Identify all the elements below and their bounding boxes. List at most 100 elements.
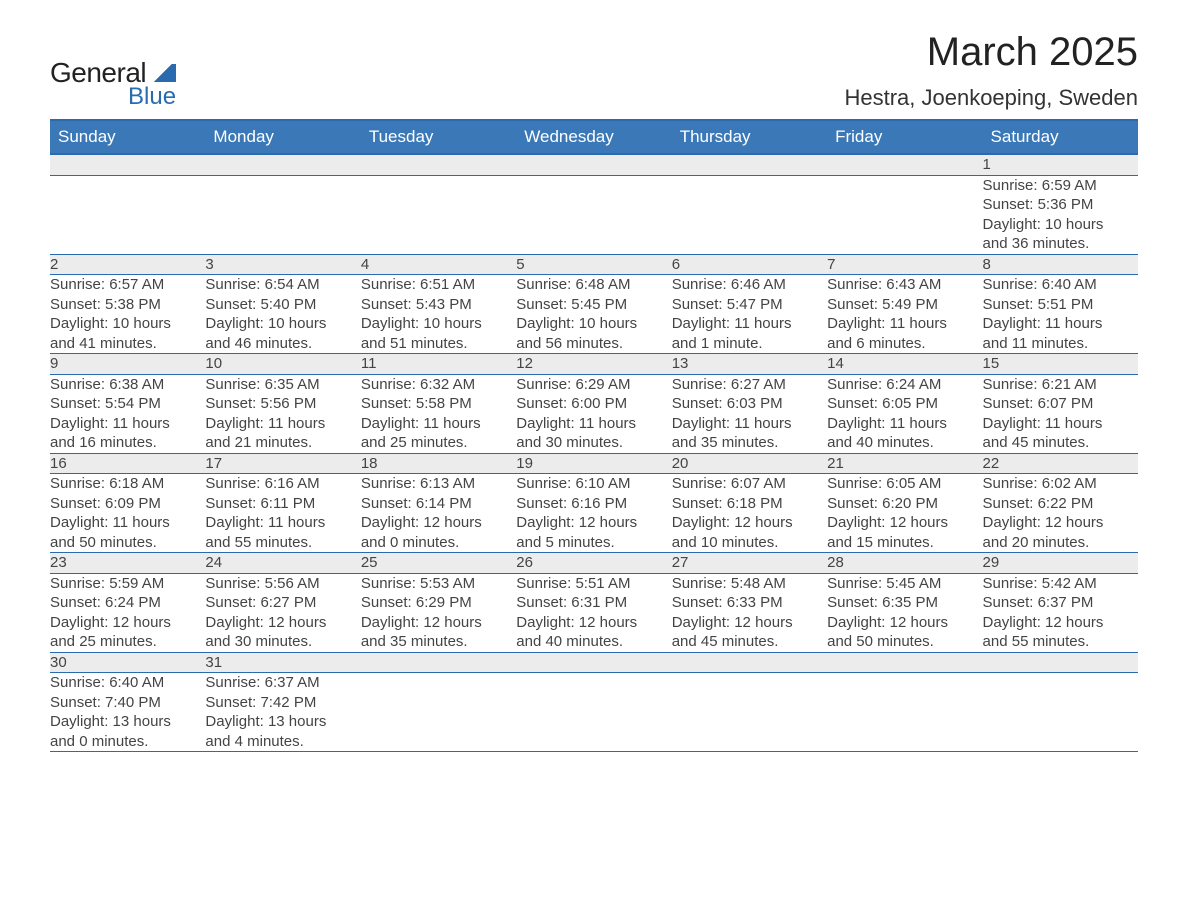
daylight-text-2: and 45 minutes. (983, 433, 1138, 453)
day-number-cell: 30 (50, 652, 205, 673)
sunrise-text: Sunrise: 6:05 AM (827, 474, 982, 494)
sunrise-text: Sunrise: 6:46 AM (672, 275, 827, 295)
sunset-text: Sunset: 6:20 PM (827, 494, 982, 514)
sunset-text: Sunset: 5:54 PM (50, 394, 205, 414)
sunrise-text: Sunrise: 6:24 AM (827, 375, 982, 395)
day-detail-cell: Sunrise: 6:54 AMSunset: 5:40 PMDaylight:… (205, 275, 360, 354)
daylight-text: Daylight: 12 hours (672, 513, 827, 533)
daynum-row: 9101112131415 (50, 354, 1138, 375)
daylight-text-2: and 5 minutes. (516, 533, 671, 553)
daylight-text: Daylight: 11 hours (50, 513, 205, 533)
day-detail-cell: Sunrise: 5:59 AMSunset: 6:24 PMDaylight:… (50, 573, 205, 652)
daylight-text: Daylight: 11 hours (983, 314, 1138, 334)
day-detail-cell (516, 175, 671, 254)
day-detail-cell: Sunrise: 6:46 AMSunset: 5:47 PMDaylight:… (672, 275, 827, 354)
sunset-text: Sunset: 6:37 PM (983, 593, 1138, 613)
day-detail-cell: Sunrise: 6:05 AMSunset: 6:20 PMDaylight:… (827, 474, 982, 553)
day-detail-cell: Sunrise: 5:51 AMSunset: 6:31 PMDaylight:… (516, 573, 671, 652)
day-number-cell (827, 154, 982, 175)
day-number-cell: 24 (205, 553, 360, 574)
day-number-cell: 19 (516, 453, 671, 474)
calendar-table: Sunday Monday Tuesday Wednesday Thursday… (50, 119, 1138, 752)
daylight-text-2: and 50 minutes. (50, 533, 205, 553)
day-number-cell: 17 (205, 453, 360, 474)
sunset-text: Sunset: 5:56 PM (205, 394, 360, 414)
daylight-text: Daylight: 12 hours (361, 613, 516, 633)
daylight-text-2: and 30 minutes. (205, 632, 360, 652)
logo-text-blue: Blue (128, 83, 176, 111)
weekday-header: Wednesday (516, 120, 671, 154)
daylight-text: Daylight: 11 hours (827, 414, 982, 434)
day-detail-cell: Sunrise: 6:48 AMSunset: 5:45 PMDaylight:… (516, 275, 671, 354)
day-number-cell: 15 (983, 354, 1138, 375)
day-detail-cell: Sunrise: 6:59 AMSunset: 5:36 PMDaylight:… (983, 175, 1138, 254)
sunrise-text: Sunrise: 6:59 AM (983, 176, 1138, 196)
day-number-cell: 20 (672, 453, 827, 474)
weekday-header: Thursday (672, 120, 827, 154)
day-number-cell (983, 652, 1138, 673)
sunrise-text: Sunrise: 6:02 AM (983, 474, 1138, 494)
daylight-text: Daylight: 12 hours (983, 513, 1138, 533)
detail-row: Sunrise: 6:59 AMSunset: 5:36 PMDaylight:… (50, 175, 1138, 254)
sunset-text: Sunset: 6:22 PM (983, 494, 1138, 514)
daylight-text-2: and 56 minutes. (516, 334, 671, 354)
sunrise-text: Sunrise: 5:59 AM (50, 574, 205, 594)
daylight-text-2: and 16 minutes. (50, 433, 205, 453)
daylight-text-2: and 25 minutes. (50, 632, 205, 652)
daynum-row: 1 (50, 154, 1138, 175)
daylight-text: Daylight: 10 hours (983, 215, 1138, 235)
day-number-cell: 5 (516, 254, 671, 275)
daylight-text: Daylight: 11 hours (827, 314, 982, 334)
sunset-text: Sunset: 7:42 PM (205, 693, 360, 713)
day-detail-cell: Sunrise: 5:53 AMSunset: 6:29 PMDaylight:… (361, 573, 516, 652)
day-detail-cell (827, 673, 982, 752)
sunset-text: Sunset: 6:33 PM (672, 593, 827, 613)
day-number-cell: 18 (361, 453, 516, 474)
day-detail-cell: Sunrise: 6:27 AMSunset: 6:03 PMDaylight:… (672, 374, 827, 453)
day-detail-cell: Sunrise: 6:24 AMSunset: 6:05 PMDaylight:… (827, 374, 982, 453)
daylight-text-2: and 40 minutes. (827, 433, 982, 453)
detail-row: Sunrise: 5:59 AMSunset: 6:24 PMDaylight:… (50, 573, 1138, 652)
sunset-text: Sunset: 6:11 PM (205, 494, 360, 514)
daylight-text: Daylight: 11 hours (672, 314, 827, 334)
daylight-text-2: and 55 minutes. (205, 533, 360, 553)
day-number-cell: 28 (827, 553, 982, 574)
daylight-text: Daylight: 12 hours (516, 613, 671, 633)
daylight-text: Daylight: 11 hours (361, 414, 516, 434)
daylight-text: Daylight: 12 hours (516, 513, 671, 533)
day-number-cell: 23 (50, 553, 205, 574)
daylight-text-2: and 40 minutes. (516, 632, 671, 652)
sunset-text: Sunset: 6:03 PM (672, 394, 827, 414)
day-detail-cell: Sunrise: 6:13 AMSunset: 6:14 PMDaylight:… (361, 474, 516, 553)
sunrise-text: Sunrise: 6:35 AM (205, 375, 360, 395)
location-subtitle: Hestra, Joenkoeping, Sweden (844, 85, 1138, 111)
sunrise-text: Sunrise: 6:29 AM (516, 375, 671, 395)
day-number-cell: 27 (672, 553, 827, 574)
daylight-text-2: and 15 minutes. (827, 533, 982, 553)
day-detail-cell: Sunrise: 6:29 AMSunset: 6:00 PMDaylight:… (516, 374, 671, 453)
day-number-cell: 6 (672, 254, 827, 275)
daylight-text-2: and 1 minute. (672, 334, 827, 354)
sunset-text: Sunset: 5:36 PM (983, 195, 1138, 215)
daynum-row: 3031 (50, 652, 1138, 673)
daylight-text-2: and 30 minutes. (516, 433, 671, 453)
day-detail-cell (205, 175, 360, 254)
sunrise-text: Sunrise: 6:27 AM (672, 375, 827, 395)
daylight-text: Daylight: 11 hours (50, 414, 205, 434)
daylight-text: Daylight: 11 hours (983, 414, 1138, 434)
day-number-cell: 29 (983, 553, 1138, 574)
sunset-text: Sunset: 6:29 PM (361, 593, 516, 613)
sunrise-text: Sunrise: 6:21 AM (983, 375, 1138, 395)
day-detail-cell: Sunrise: 6:07 AMSunset: 6:18 PMDaylight:… (672, 474, 827, 553)
day-detail-cell: Sunrise: 6:10 AMSunset: 6:16 PMDaylight:… (516, 474, 671, 553)
daylight-text-2: and 25 minutes. (361, 433, 516, 453)
daylight-text: Daylight: 10 hours (361, 314, 516, 334)
day-number-cell (50, 154, 205, 175)
day-detail-cell: Sunrise: 6:18 AMSunset: 6:09 PMDaylight:… (50, 474, 205, 553)
daylight-text-2: and 0 minutes. (361, 533, 516, 553)
sunset-text: Sunset: 6:31 PM (516, 593, 671, 613)
sunset-text: Sunset: 5:51 PM (983, 295, 1138, 315)
daynum-row: 23242526272829 (50, 553, 1138, 574)
day-number-cell (672, 652, 827, 673)
day-number-cell (516, 652, 671, 673)
